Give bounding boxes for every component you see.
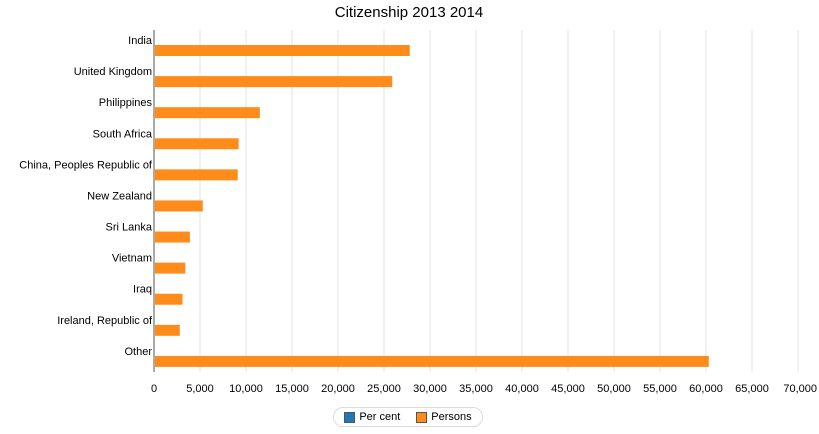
bar-persons[interactable] <box>155 293 183 305</box>
bar-persons[interactable] <box>155 138 239 150</box>
x-tick-label: 60,000 <box>689 383 723 395</box>
bar-persons[interactable] <box>155 45 410 56</box>
x-tick-label: 55,000 <box>643 383 677 395</box>
legend-item-per-cent[interactable]: Per cent <box>344 411 400 423</box>
bar-persons[interactable] <box>155 324 180 336</box>
category-label: Vietnam <box>112 253 152 265</box>
bar-persons[interactable] <box>155 200 203 212</box>
legend-label-persons: Persons <box>431 411 472 423</box>
x-tick-label: 15,000 <box>275 383 309 395</box>
x-tick-label: 70,000 <box>783 383 817 395</box>
chart-title: Citizenship 2013 2014 <box>335 4 483 21</box>
x-tick-label: 25,000 <box>367 383 401 395</box>
legend-swatch-per-cent <box>344 411 356 423</box>
x-tick-label: 10,000 <box>229 383 263 395</box>
category-label: India <box>128 35 153 47</box>
category-label: Philippines <box>99 97 153 109</box>
x-tick-label: 50,000 <box>597 383 631 395</box>
category-label: Iraq <box>133 284 152 296</box>
legend-label-per-cent: Per cent <box>359 411 401 423</box>
bar-persons[interactable] <box>155 231 190 243</box>
x-tick-label: 0 <box>151 383 157 395</box>
x-tick-label: 5,000 <box>186 383 214 395</box>
category-label: South Africa <box>93 128 153 140</box>
bar-persons[interactable] <box>155 262 186 274</box>
bar-persons[interactable] <box>155 76 393 88</box>
legend-item-persons[interactable]: Persons <box>416 411 472 423</box>
x-tick-label: 65,000 <box>735 383 769 395</box>
legend-swatch-persons <box>416 411 428 423</box>
x-tick-label: 35,000 <box>459 383 493 395</box>
bar-persons[interactable] <box>155 107 260 119</box>
category-label: Ireland, Republic of <box>57 315 153 327</box>
category-labels: India United Kingdom Philippines South Afri… <box>19 35 153 358</box>
grid-lines <box>199 30 799 372</box>
x-tick-label: 45,000 <box>551 383 585 395</box>
legend: Per cent Persons <box>333 407 483 427</box>
bar-persons[interactable] <box>155 169 238 181</box>
x-tick-label: 20,000 <box>321 383 355 395</box>
category-label: China, Peoples Republic of <box>19 159 153 171</box>
category-label: United Kingdom <box>74 66 152 78</box>
bar-persons[interactable] <box>155 355 709 367</box>
x-tick-label: 40,000 <box>505 383 539 395</box>
category-label: Other <box>124 346 152 358</box>
x-tick-label: 30,000 <box>413 383 447 395</box>
category-label: Sri Lanka <box>106 222 153 234</box>
x-tick-labels: 0 5,000 10,000 15,000 20,000 25,000 30,000 35,0… <box>151 383 817 395</box>
bars <box>155 45 709 367</box>
category-label: New Zealand <box>87 190 152 202</box>
